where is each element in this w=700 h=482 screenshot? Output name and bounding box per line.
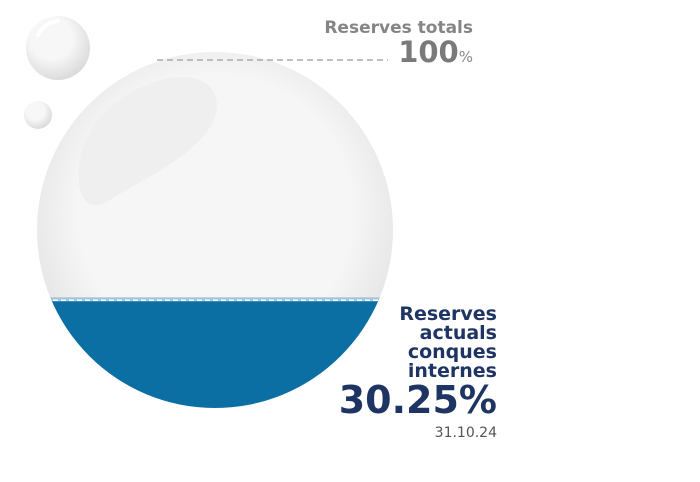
total-value: 100 [398, 35, 459, 69]
current-label-line: Reserves [399, 303, 497, 325]
bubble [24, 101, 52, 129]
bubble-shine [36, 19, 60, 37]
water-surface [37, 297, 393, 302]
bubble [26, 16, 90, 80]
current-label-line: internes [408, 360, 497, 382]
current-value: 30.25% [339, 378, 497, 422]
total-label: Reserves totals [324, 18, 473, 38]
total-unit: % [459, 48, 473, 66]
current-label-line: conques [408, 341, 497, 363]
highlight [78, 76, 217, 206]
current-label-line: actuals [420, 322, 497, 344]
total-value-group: 100% [398, 35, 473, 69]
current-date: 31.10.24 [435, 425, 497, 441]
